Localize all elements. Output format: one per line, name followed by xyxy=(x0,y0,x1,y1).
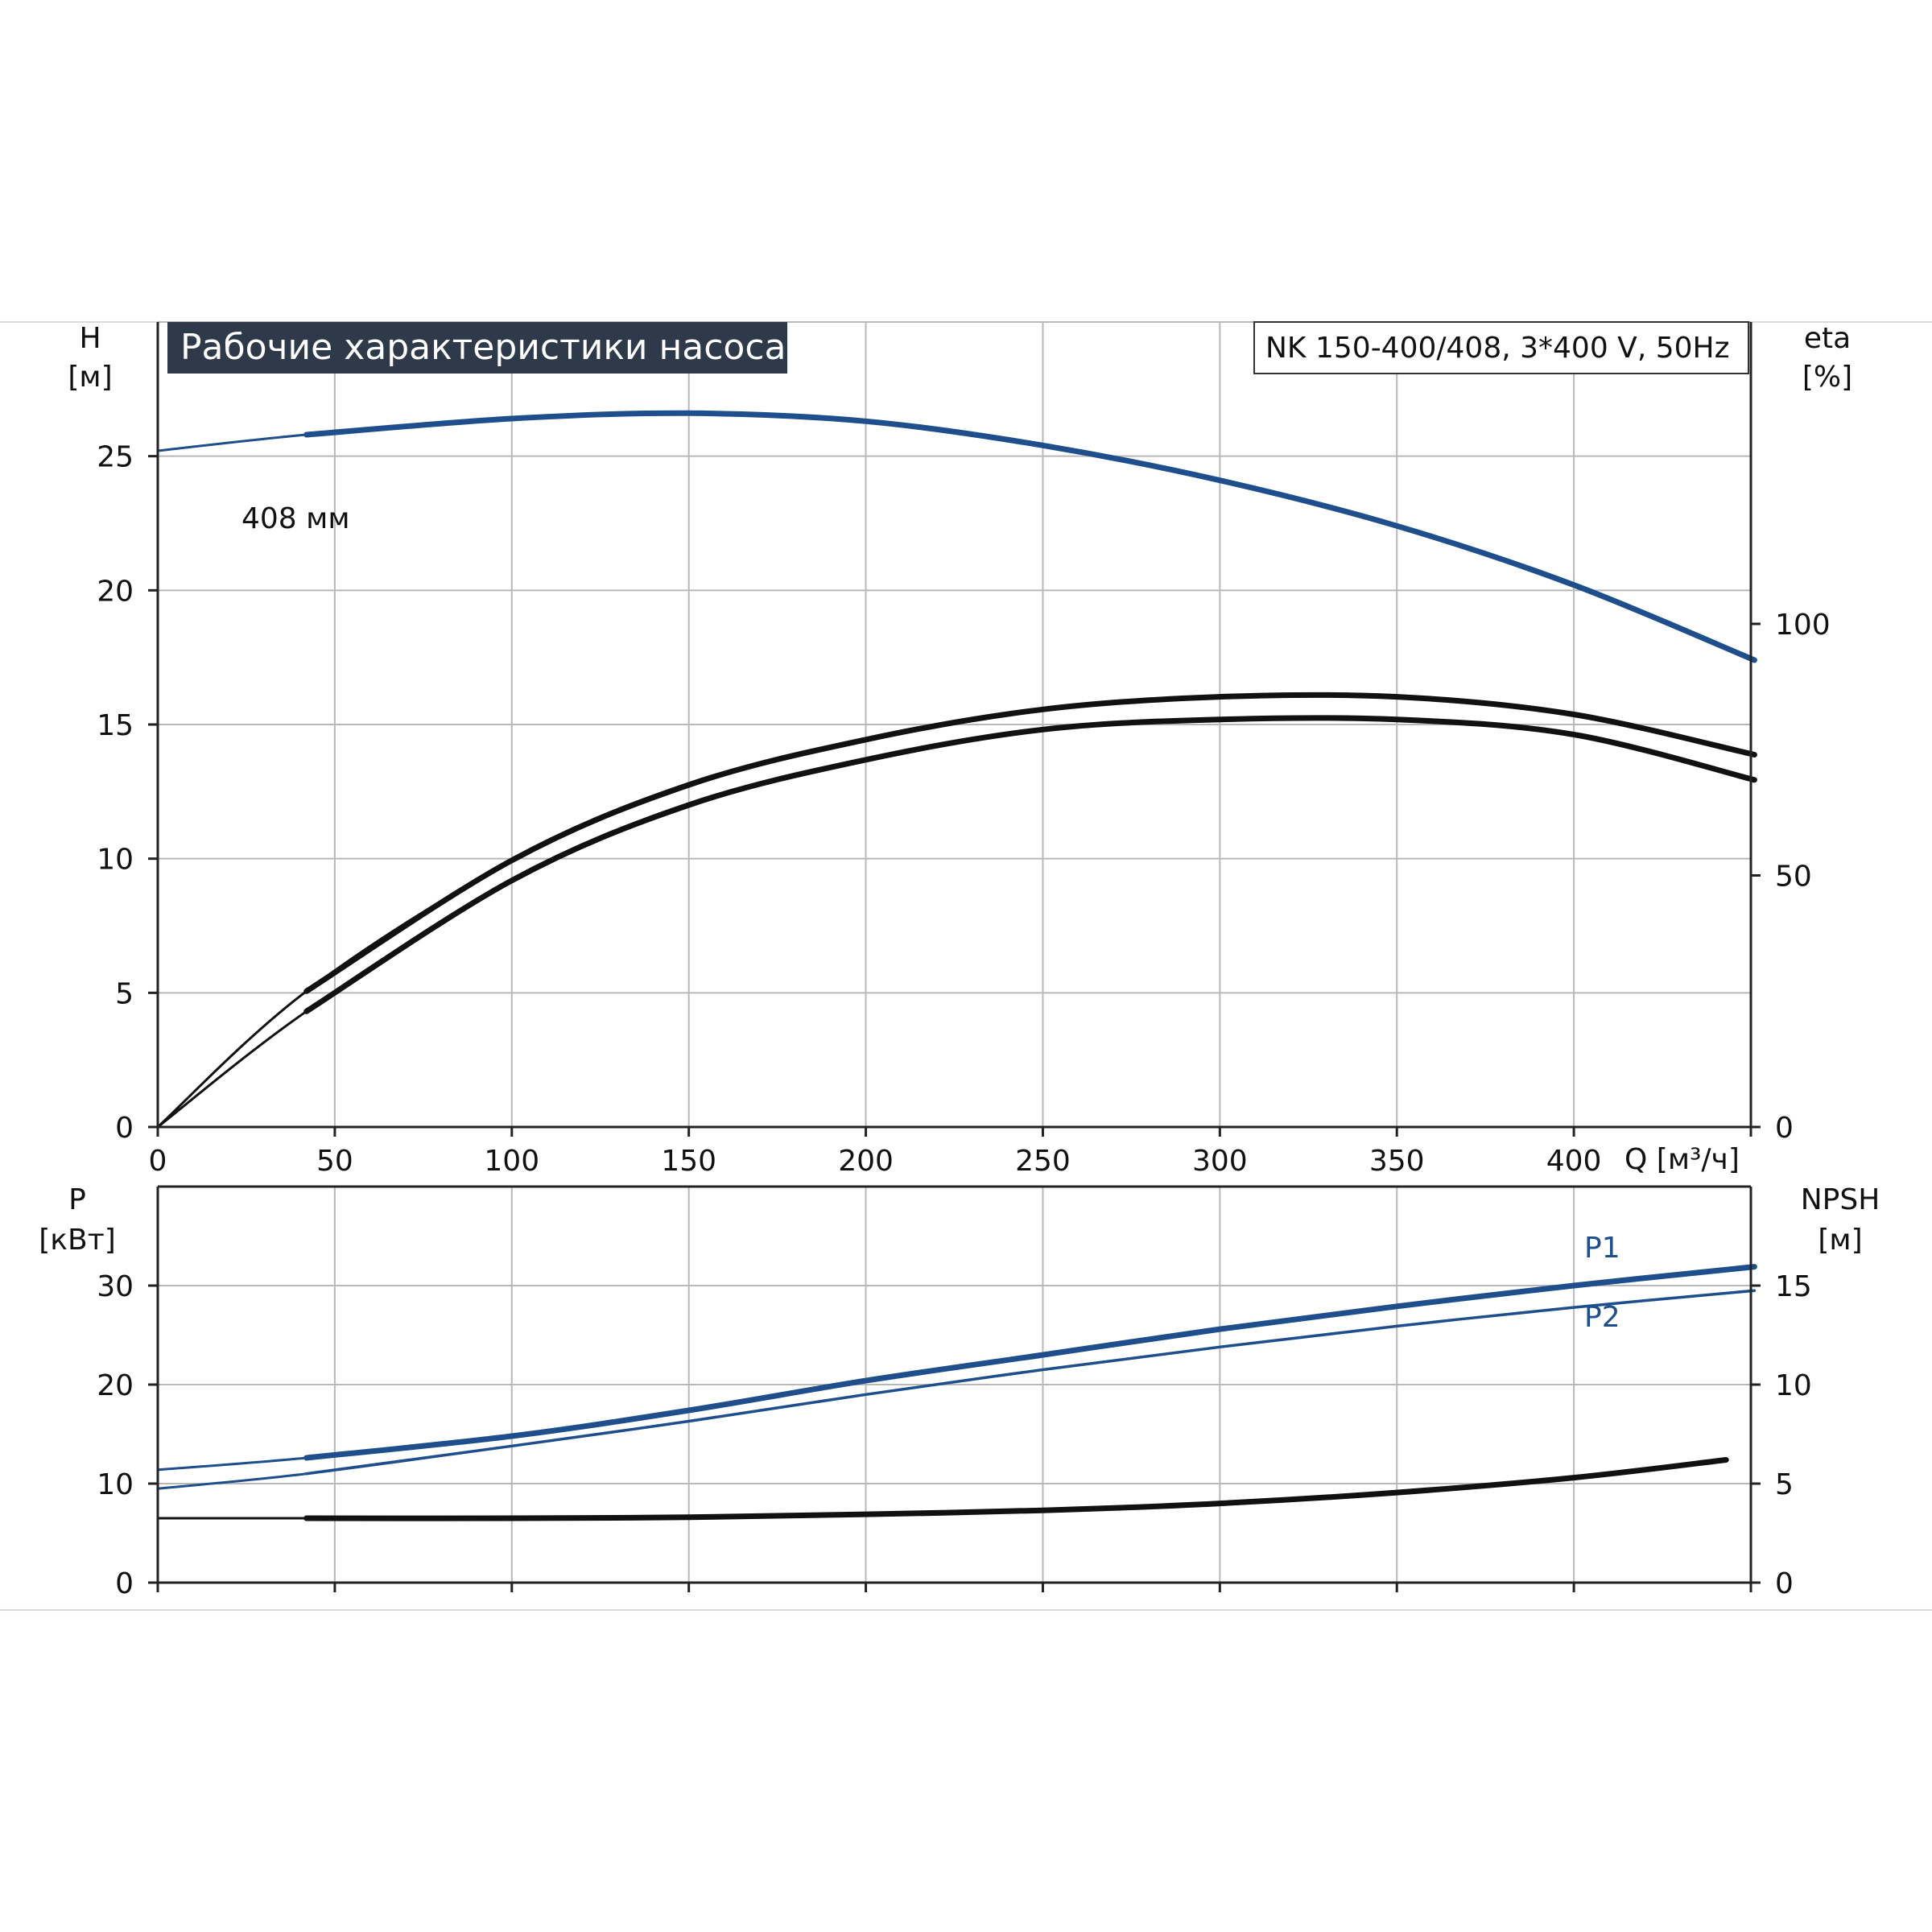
top-left-tick-label: 0 xyxy=(115,1112,134,1145)
top-x-tick-label: 200 xyxy=(838,1145,894,1178)
top-left-tick-label: 20 xyxy=(97,575,134,608)
top-right-tick-label: 0 xyxy=(1775,1112,1794,1145)
chart-title-box xyxy=(167,322,787,374)
bottom-chart-frame xyxy=(148,1185,1761,1592)
bottom-right-axis-title: NPSH xyxy=(1801,1183,1880,1216)
bottom-left-tick-label: 0 xyxy=(115,1567,134,1600)
top-series-0-thin-line xyxy=(157,411,1755,662)
top-chart-series xyxy=(156,410,1757,1129)
series-label-p2: P2 xyxy=(1584,1301,1620,1334)
top-series-2-line xyxy=(303,715,1757,1014)
top-chart-frame xyxy=(148,322,1761,1137)
series-label-head: 408 мм xyxy=(242,502,349,535)
top-series-1-line xyxy=(303,691,1757,994)
bottom-series-1-thin-line xyxy=(157,1289,1755,1490)
bottom-series-2-thin-line xyxy=(157,1459,1727,1520)
top-left-axis-title: H xyxy=(79,322,101,355)
bottom-chart-series xyxy=(157,1264,1757,1521)
bottom-right-tick-label: 0 xyxy=(1775,1567,1794,1600)
top-x-tick-label: 300 xyxy=(1192,1145,1248,1178)
top-x-tick-label: 350 xyxy=(1369,1145,1425,1178)
top-left-tick-label: 5 xyxy=(115,977,134,1010)
model-box xyxy=(1253,321,1749,374)
bottom-right-tick-label: 15 xyxy=(1775,1270,1812,1303)
bottom-series-2-line xyxy=(303,1457,1729,1521)
x-axis-title: Q [м³/ч] xyxy=(1624,1143,1740,1176)
bottom-series-0-line xyxy=(303,1264,1757,1461)
top-series-0-line xyxy=(303,410,1757,663)
top-right-axis-title: eta xyxy=(1804,322,1851,355)
top-left-tick-label: 25 xyxy=(97,441,134,474)
top-series-1-thin-line xyxy=(156,693,1755,1129)
bottom-right-tick-label: 10 xyxy=(1775,1369,1812,1402)
bottom-series-1-line xyxy=(304,1289,1757,1476)
top-x-tick-label: 250 xyxy=(1015,1145,1071,1178)
series-label-p1: P1 xyxy=(1584,1232,1620,1265)
bottom-chart-grid xyxy=(158,1186,1752,1583)
top-left-axis-unit: [м] xyxy=(68,361,112,394)
top-series-2-thin-line xyxy=(157,716,1755,1129)
top-x-tick-label: 50 xyxy=(316,1145,353,1178)
top-right-tick-label: 100 xyxy=(1775,609,1831,642)
top-right-tick-label: 50 xyxy=(1775,861,1812,894)
bottom-left-tick-label: 20 xyxy=(97,1369,134,1402)
bottom-right-tick-label: 5 xyxy=(1775,1468,1794,1501)
bottom-left-axis-title: P xyxy=(68,1183,86,1216)
top-left-tick-label: 15 xyxy=(97,709,134,742)
chart-title: Рабочие характеристики насоса xyxy=(180,327,786,368)
top-right-axis-unit: [%] xyxy=(1802,361,1852,394)
bottom-left-tick-label: 10 xyxy=(97,1468,134,1501)
model-label: NK 150-400/408, 3*400 V, 50Hz xyxy=(1265,332,1729,365)
bottom-right-axis-unit: [м] xyxy=(1818,1224,1862,1257)
bottom-left-tick-label: 30 xyxy=(97,1270,134,1303)
top-x-tick-label: 100 xyxy=(484,1145,539,1178)
top-x-tick-label: 0 xyxy=(149,1145,167,1178)
top-x-tick-label: 400 xyxy=(1546,1145,1602,1178)
top-x-tick-label: 150 xyxy=(661,1145,716,1178)
bottom-left-axis-unit: [кВт] xyxy=(39,1224,116,1257)
top-left-tick-label: 10 xyxy=(97,844,134,877)
